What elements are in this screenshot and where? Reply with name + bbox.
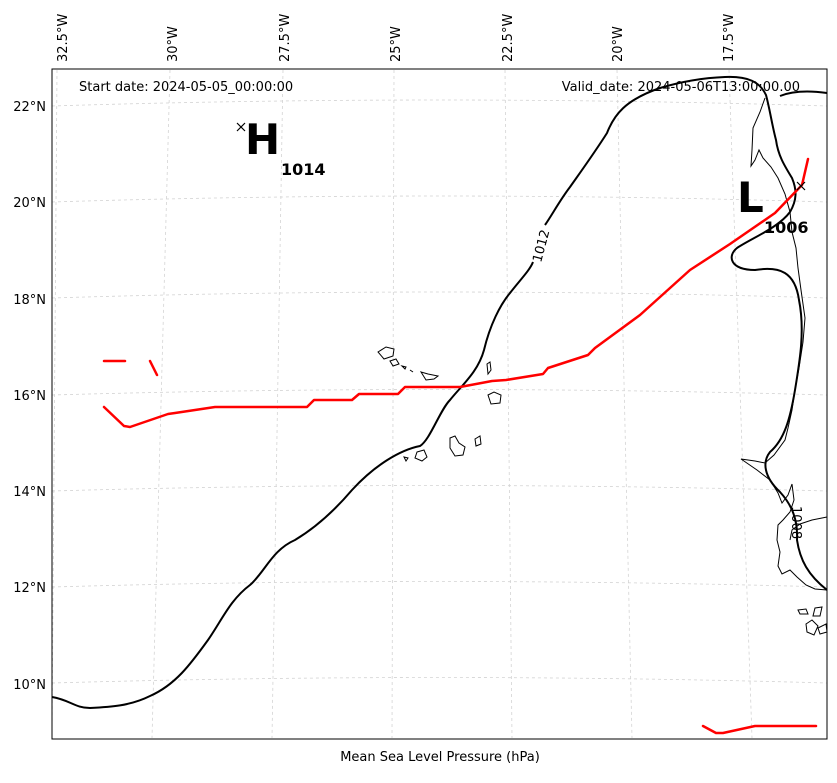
isobar-1012: [779, 90, 828, 97]
isobar-label: 1008: [788, 506, 803, 539]
cape-verde-island: [400, 365, 407, 370]
track-segment: [701, 724, 818, 735]
high-value: 1014: [281, 160, 326, 179]
lon-tick-label: 27.5°W: [278, 14, 293, 62]
high-center-marker: [236, 122, 246, 132]
lon-tick-label: 25°W: [389, 26, 404, 62]
african-island: [812, 606, 823, 617]
lat-tick-label: 14°N: [13, 485, 46, 500]
cape-verde-island: [486, 361, 492, 376]
lon-tick-label: 32.5°W: [56, 14, 71, 62]
map-frame: [51, 68, 828, 740]
cape-verde-island: [449, 435, 466, 457]
low-letter: L: [737, 173, 764, 222]
graticule: [51, 69, 828, 739]
isobar-label: 1012: [530, 228, 553, 264]
cape-verde-island: [377, 346, 395, 360]
african-island: [805, 619, 819, 636]
track-segment: [148, 359, 159, 377]
cape-verde-island: [487, 391, 502, 405]
cape-verde-island: [389, 358, 400, 367]
high-letter: H: [245, 115, 280, 164]
start-date: Start date: 2024-05-05_00:00:00: [79, 80, 293, 95]
lon-tick-label: 17.5°W: [722, 14, 737, 62]
isobars: [51, 75, 828, 710]
africa-coastline: [740, 97, 828, 591]
lat-tick-label: 16°N: [13, 389, 46, 404]
lat-tick-labels: 22°N 20°N 18°N 16°N 14°N 12°N 10°N: [13, 100, 46, 693]
map-caption: Mean Sea Level Pressure (hPa): [340, 750, 540, 765]
african-island: [797, 608, 809, 615]
lat-tick-label: 20°N: [13, 196, 46, 211]
isobar-1012: [51, 261, 534, 710]
lon-tick-label: 20°W: [611, 26, 626, 62]
african-island: [817, 623, 828, 635]
lon-tick-labels: 32.5°W 30°W 27.5°W 25°W 22.5°W 20°W 17.5…: [56, 14, 737, 62]
lon-tick-label: 22.5°W: [501, 14, 516, 62]
lat-tick-label: 22°N: [13, 100, 46, 115]
cape-verde-island: [419, 371, 440, 381]
cape-verde-island: [414, 449, 428, 462]
cape-verde-island: [474, 435, 482, 447]
lon-tick-label: 30°W: [166, 26, 181, 62]
lat-tick-label: 18°N: [13, 293, 46, 308]
africa-coastline: [789, 516, 828, 541]
valid-date: Valid_date: 2024-05-06T13:00:00.00: [562, 80, 800, 95]
lat-tick-label: 12°N: [13, 581, 46, 596]
storm-track: [102, 157, 818, 735]
track-line: [102, 157, 810, 429]
lat-tick-label: 10°N: [13, 678, 46, 693]
pressure-centers: [236, 122, 806, 191]
cape-verde-island: [403, 456, 409, 462]
cape-verde-island: [409, 369, 414, 373]
low-center-marker: [796, 181, 806, 191]
low-value: 1006: [764, 218, 809, 237]
isobar-1012: [544, 75, 828, 591]
coastlines: [377, 97, 828, 636]
